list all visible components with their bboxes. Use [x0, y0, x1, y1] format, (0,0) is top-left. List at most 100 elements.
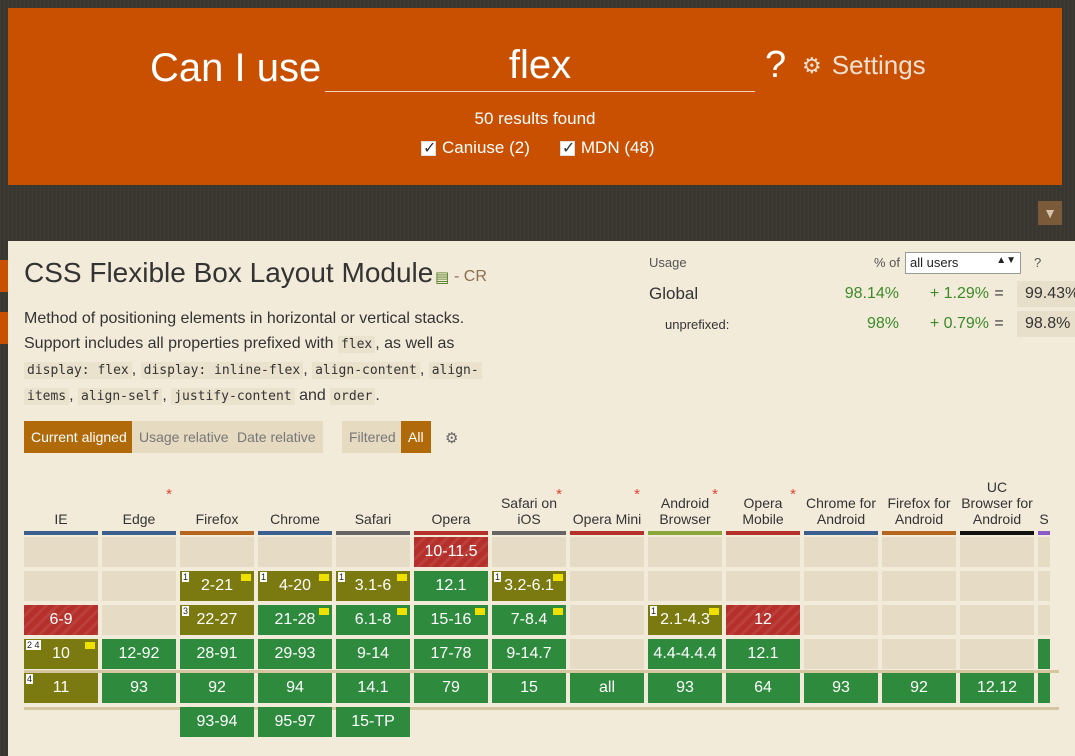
note-number: 1 — [494, 572, 502, 582]
spec-status[interactable]: - CR — [454, 268, 487, 285]
usage-relative-button[interactable]: Usage relative — [132, 421, 236, 453]
browser-name: Opera — [431, 511, 471, 527]
support-cell[interactable]: 93-94 — [180, 707, 254, 737]
support-cell[interactable]: 94 — [258, 673, 332, 703]
browser-name: UC Browser for Android — [961, 479, 1033, 527]
current-aligned-button[interactable]: Current aligned — [24, 421, 134, 453]
prefix-flag-icon — [397, 574, 407, 581]
browser-header: Chrome for Android — [804, 467, 878, 531]
usage-row-unprefixed: unprefixed: 98% + 0.79% = 98.8% — [649, 311, 1075, 337]
browser-header: Firefox — [180, 467, 254, 531]
support-cell[interactable]: 10 2 4 — [24, 639, 98, 669]
version-range: 17-78 — [430, 645, 472, 662]
search-input[interactable] — [325, 40, 755, 91]
version-range: 14.1 — [357, 679, 389, 696]
support-cell[interactable]: 6.1-8 — [336, 605, 410, 635]
browser-header: Safari — [336, 467, 410, 531]
caniuse-checkbox[interactable] — [421, 138, 436, 158]
support-cell[interactable]: 4-20 1 — [258, 571, 332, 601]
support-cell[interactable]: 92 — [882, 673, 956, 703]
support-cell[interactable]: 12 — [726, 605, 800, 635]
feature-title: CSS Flexible Box Layout Module — [24, 257, 434, 288]
support-cell[interactable]: 12-92 — [102, 639, 176, 669]
support-cell[interactable]: 12.12 — [960, 673, 1034, 703]
empty-cell — [1038, 571, 1050, 601]
support-cell[interactable]: 10-11.5 — [414, 537, 488, 567]
side-tab[interactable] — [0, 312, 8, 344]
support-cell[interactable]: all — [570, 673, 644, 703]
support-cell[interactable]: 12.1 — [726, 639, 800, 669]
site-title: Can I use — [150, 46, 322, 90]
support-cell[interactable]: 4.4-4.4.4 — [648, 639, 722, 669]
settings-button[interactable]: ⚙ Settings — [802, 50, 926, 81]
filter-icon[interactable]: ▼ — [1038, 201, 1062, 225]
all-button[interactable]: All — [401, 421, 431, 453]
support-cell[interactable]: 14.1 — [336, 673, 410, 703]
mdn-checkbox[interactable] — [559, 138, 575, 158]
support-cell[interactable]: 2-21 1 — [180, 571, 254, 601]
version-range: 93 — [832, 679, 850, 696]
support-cell[interactable]: 7-8.4 — [492, 605, 566, 635]
support-cell[interactable]: 2.1-4.3 1 — [648, 605, 722, 635]
support-cell[interactable]: 93 — [804, 673, 878, 703]
support-cell[interactable]: 79 — [414, 673, 488, 703]
support-cell[interactable]: 92 — [180, 673, 254, 703]
support-cell[interactable]: 3.1-6 1 — [336, 571, 410, 601]
empty-cell — [882, 537, 956, 567]
browser-color-bar — [258, 531, 332, 535]
filter-caniuse[interactable]: Caniuse (2) — [421, 138, 530, 158]
empty-cell — [804, 537, 878, 567]
desc-text: , as well as — [375, 335, 455, 352]
support-cell[interactable] — [1038, 673, 1050, 703]
browser-header: Edge * — [102, 467, 176, 531]
support-cell[interactable]: 9-14.7 — [492, 639, 566, 669]
usage-help[interactable]: ? — [1034, 255, 1042, 270]
browser-color-bar — [336, 531, 410, 535]
date-relative-button[interactable]: Date relative — [230, 421, 323, 453]
support-cell[interactable]: 11 4 — [24, 673, 98, 703]
filter-mdn[interactable]: MDN (48) — [559, 138, 655, 158]
version-range: 64 — [754, 679, 772, 696]
support-cell[interactable]: 15-16 — [414, 605, 488, 635]
document-icon[interactable]: ▤ — [435, 269, 450, 286]
support-cell[interactable]: 93 — [648, 673, 722, 703]
asterisk-note: * — [166, 486, 172, 503]
support-cell[interactable]: 15-TP — [336, 707, 410, 737]
browser-color-bar — [570, 531, 644, 535]
empty-cell — [726, 537, 800, 567]
support-cell[interactable]: 9-14 — [336, 639, 410, 669]
version-range: 28-91 — [196, 645, 238, 662]
asterisk-note: * — [634, 486, 640, 503]
filtered-button[interactable]: Filtered — [342, 421, 403, 453]
browser-name: Opera Mobile — [742, 495, 784, 527]
empty-cell — [258, 537, 332, 567]
gear-icon[interactable]: ⚙ — [445, 430, 459, 447]
browser-header: Android Browser * — [648, 467, 722, 531]
version-range: 4.4-4.4.4 — [653, 645, 717, 662]
browser-color-bar — [414, 531, 488, 535]
browser-color-bar — [960, 531, 1034, 535]
support-cell[interactable]: 15 — [492, 673, 566, 703]
support-cell[interactable]: 28-91 — [180, 639, 254, 669]
users-select[interactable]: all users ▲▼ — [905, 252, 1021, 274]
support-cell[interactable] — [1038, 639, 1050, 669]
browser-color-bar — [804, 531, 878, 535]
support-cell[interactable]: 17-78 — [414, 639, 488, 669]
support-cell[interactable]: 12.1 — [414, 571, 488, 601]
browser-header: Safari on iOS * — [492, 467, 566, 531]
empty-cell — [882, 605, 956, 635]
browser-color-bar — [1038, 531, 1050, 535]
support-cell[interactable]: 93 — [102, 673, 176, 703]
support-cell[interactable]: 29-93 — [258, 639, 332, 669]
empty-cell — [882, 639, 956, 669]
empty-cell — [102, 537, 176, 567]
browser-header: Opera Mobile * — [726, 467, 800, 531]
support-cell[interactable]: 64 — [726, 673, 800, 703]
side-tab[interactable] — [0, 260, 8, 292]
support-cell[interactable]: 21-28 — [258, 605, 332, 635]
support-cell[interactable]: 3.2-6.1 1 — [492, 571, 566, 601]
desc-text: . — [375, 387, 380, 404]
support-cell[interactable]: 22-27 3 — [180, 605, 254, 635]
support-cell[interactable]: 95-97 — [258, 707, 332, 737]
support-cell[interactable]: 6-9 — [24, 605, 98, 635]
